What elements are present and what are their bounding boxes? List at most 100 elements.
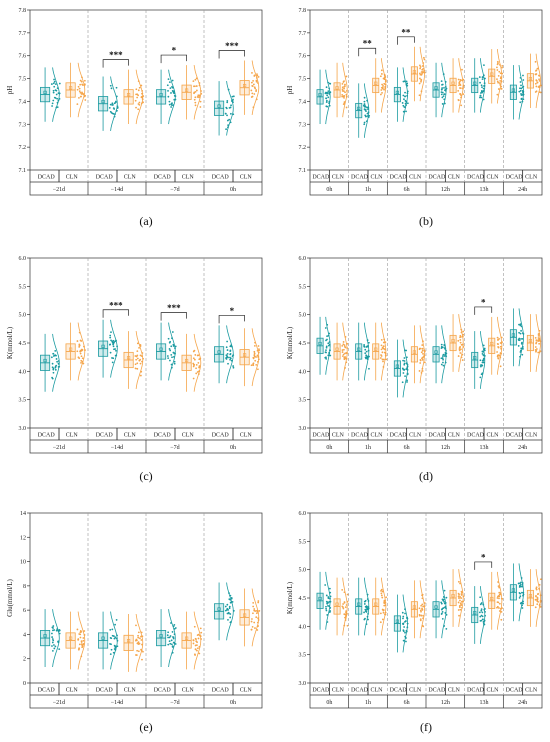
y-tick-label: 7.8 <box>299 8 307 14</box>
data-point <box>519 324 522 327</box>
data-point <box>344 606 347 609</box>
data-point <box>480 614 483 617</box>
data-point <box>479 596 482 599</box>
data-point <box>381 618 384 621</box>
mean-marker <box>101 636 105 640</box>
violin-outline <box>458 569 464 627</box>
data-point <box>457 78 460 81</box>
data-point <box>459 352 462 354</box>
y-tick-label: 5.0 <box>299 568 307 574</box>
data-point <box>134 363 137 366</box>
y-tick-label: 7.5 <box>19 77 27 83</box>
data-point <box>343 96 345 99</box>
data-point <box>328 82 331 85</box>
data-point <box>169 87 172 90</box>
data-point <box>139 637 141 640</box>
data-point <box>253 350 256 353</box>
data-point <box>445 627 448 630</box>
time-label: 13h <box>480 445 489 451</box>
group-label: CLN <box>525 688 538 694</box>
violin-outline <box>251 588 260 647</box>
data-point <box>137 103 140 105</box>
box-dcad-2 <box>393 67 409 122</box>
data-point <box>109 336 112 339</box>
data-point <box>479 81 481 84</box>
data-point <box>174 345 177 348</box>
data-point <box>403 362 406 365</box>
data-point <box>380 589 382 592</box>
data-point <box>110 87 113 90</box>
mean-marker <box>528 339 532 343</box>
data-point <box>497 357 500 360</box>
data-point <box>80 355 83 358</box>
data-point <box>253 74 256 77</box>
data-point <box>341 588 344 591</box>
mean-marker <box>357 602 361 606</box>
data-point <box>257 345 260 347</box>
data-point <box>381 91 383 94</box>
mean-marker <box>217 607 221 611</box>
mean-marker <box>335 602 339 606</box>
data-point <box>497 585 500 588</box>
data-point <box>380 89 383 91</box>
group-label: DCAD <box>312 688 330 694</box>
data-point <box>535 587 538 590</box>
data-point <box>111 628 114 631</box>
data-point <box>534 337 537 339</box>
data-point <box>111 112 114 115</box>
data-point <box>342 353 345 356</box>
significance-bracket: *** <box>218 41 245 59</box>
data-point <box>113 648 116 650</box>
data-point <box>380 592 383 595</box>
group-label: DCAD <box>428 433 446 439</box>
bracket-line <box>218 50 245 59</box>
data-point <box>499 345 502 348</box>
data-point <box>226 608 228 611</box>
data-point <box>195 367 197 370</box>
data-point <box>80 643 83 646</box>
box-dcad-3 <box>432 325 448 384</box>
data-point <box>230 596 233 599</box>
mean-marker <box>473 356 477 360</box>
data-point <box>324 92 327 95</box>
data-point <box>482 87 485 90</box>
data-point <box>520 585 522 588</box>
box-dcad-4 <box>471 58 486 113</box>
group-label: DCAD <box>506 175 524 181</box>
violin-outline <box>518 563 524 622</box>
data-point <box>229 350 232 352</box>
data-point <box>404 612 406 615</box>
data-point <box>173 624 176 626</box>
data-point <box>422 356 424 359</box>
y-tick-label: 7.8 <box>19 8 27 14</box>
data-point <box>77 648 80 651</box>
data-point <box>344 91 346 94</box>
data-point <box>136 639 138 642</box>
data-point <box>254 359 257 362</box>
data-point <box>379 93 382 96</box>
data-point <box>168 81 171 84</box>
data-point <box>520 337 522 340</box>
data-point <box>535 349 538 352</box>
data-point <box>195 640 198 643</box>
data-point <box>420 74 423 76</box>
data-point <box>79 339 82 342</box>
data-point <box>403 357 406 359</box>
data-point <box>137 643 140 646</box>
data-point <box>169 642 172 645</box>
data-point <box>195 372 198 375</box>
data-point <box>423 361 426 364</box>
mean-marker <box>335 347 339 351</box>
data-point <box>327 601 329 604</box>
y-tick-label: 5.0 <box>19 313 27 319</box>
data-point <box>199 627 202 630</box>
group-label: CLN <box>182 688 195 694</box>
data-point <box>327 596 330 598</box>
data-point <box>496 60 499 63</box>
data-point <box>53 647 56 650</box>
data-point <box>520 84 522 87</box>
data-point <box>342 348 345 351</box>
y-tick-label: 4.5 <box>299 596 307 602</box>
mean-marker <box>374 347 378 351</box>
data-point <box>84 94 87 97</box>
